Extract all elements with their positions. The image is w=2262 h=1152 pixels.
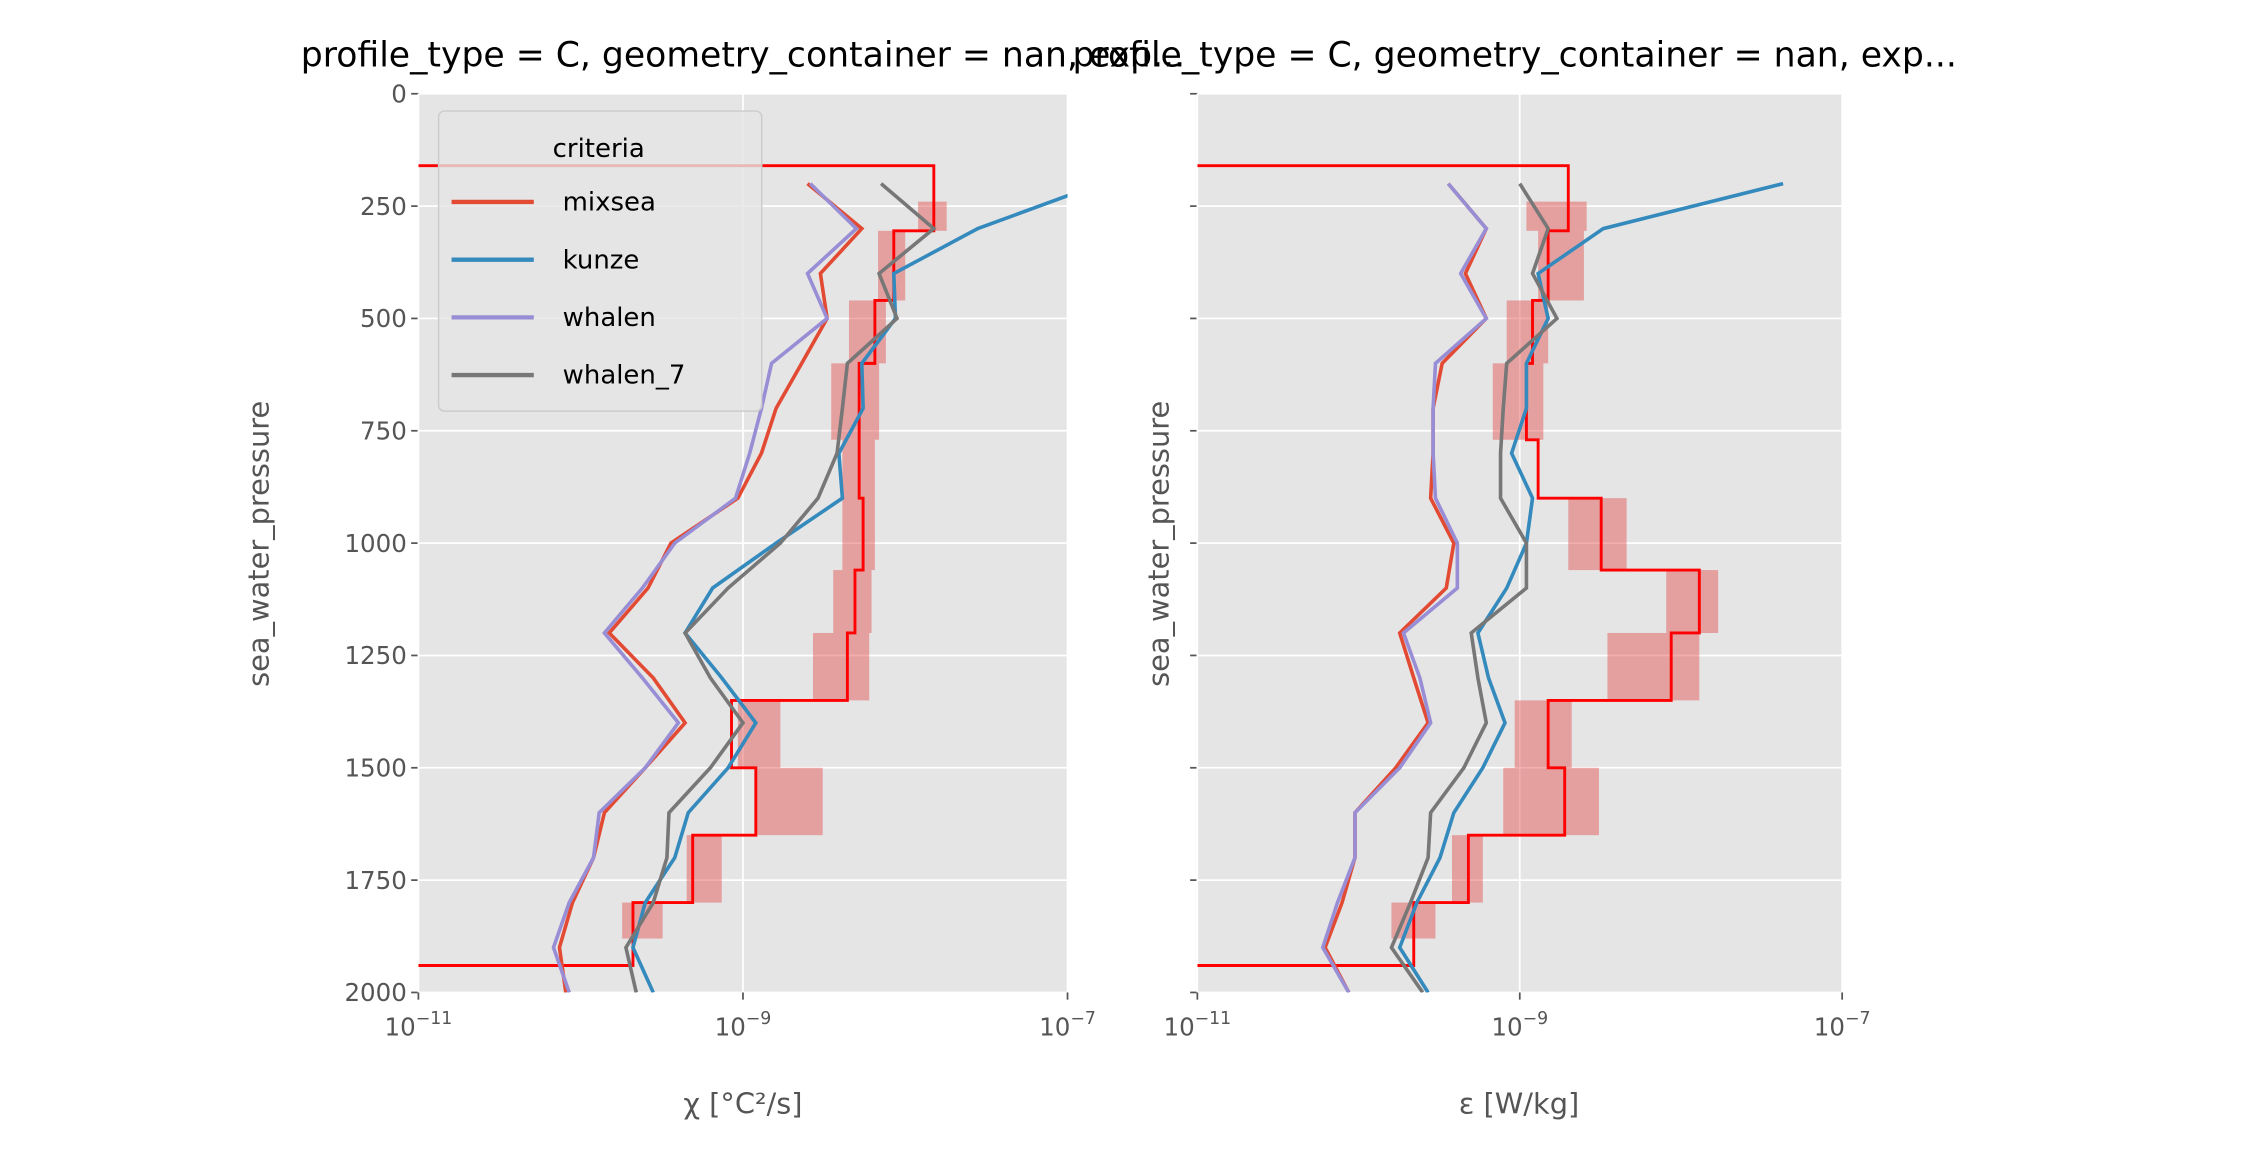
series-line-whalen_7 <box>1389 182 1560 993</box>
legend: criteria mixsea kunze whalen whalen_7 <box>437 110 763 412</box>
legend-label-mixsea: mixsea <box>563 188 656 218</box>
legend-box <box>437 110 763 412</box>
plot-area <box>1197 164 1784 993</box>
x-tick-label: 10−11 <box>385 1009 453 1042</box>
epsilon-subplot: 10−11 10−9 10−7 <box>1163 92 1871 1042</box>
range-box <box>812 632 870 701</box>
legend-title: criteria <box>553 134 645 164</box>
range-box <box>737 700 781 768</box>
range-box <box>1607 632 1700 701</box>
y-tick-label: 250 <box>360 192 407 221</box>
legend-label-whalen: whalen <box>563 303 656 333</box>
legend-label-kunze: kunze <box>563 245 640 275</box>
y-tick-label: 1000 <box>344 529 406 558</box>
range-box <box>1526 201 1587 231</box>
range-box <box>878 230 906 301</box>
y-tick-label: 750 <box>360 416 407 445</box>
left-subplot-title: profile_type = C, geometry_container = n… <box>301 35 1185 75</box>
y-tick-label: 1250 <box>344 641 406 670</box>
y-tick-label: 2000 <box>344 978 406 1007</box>
series-line-whalen_7 <box>623 182 937 993</box>
range-box <box>1503 767 1599 836</box>
range-box <box>1666 570 1719 633</box>
y-tick-label: 1500 <box>344 753 406 782</box>
x-tick-label: 10−9 <box>1491 1009 1548 1042</box>
range-box <box>1568 498 1627 571</box>
plot-area <box>418 164 1068 993</box>
series-line-kunze <box>1397 181 1784 993</box>
legend-label-whalen_7: whalen_7 <box>563 361 686 391</box>
left-y-axis-label: sea_water_pressure <box>241 401 275 687</box>
right-subplot-title: profile_type = C, geometry_container = n… <box>1073 35 1957 75</box>
range-box <box>1538 230 1584 301</box>
range-box <box>1514 700 1572 768</box>
y-tick-label: 1750 <box>344 866 406 895</box>
left-x-axis-label: χ [°C²/s] <box>683 1087 802 1121</box>
series-line-whalen <box>551 182 860 993</box>
right-y-axis-label: sea_water_pressure <box>1142 401 1176 687</box>
y-tick-label: 0 <box>391 79 407 108</box>
right-x-axis-label: ε [W/kg] <box>1459 1087 1580 1121</box>
range-box <box>833 570 872 633</box>
range-box <box>755 767 823 836</box>
x-tick-label: 10−7 <box>1814 1009 1871 1042</box>
y-tick-label: 500 <box>360 304 407 333</box>
x-tick-label: 10−9 <box>715 1009 772 1042</box>
x-tick-label: 10−11 <box>1163 1009 1231 1042</box>
x-tick-label: 10−7 <box>1039 1009 1096 1042</box>
series-line-whalen <box>1320 182 1489 993</box>
